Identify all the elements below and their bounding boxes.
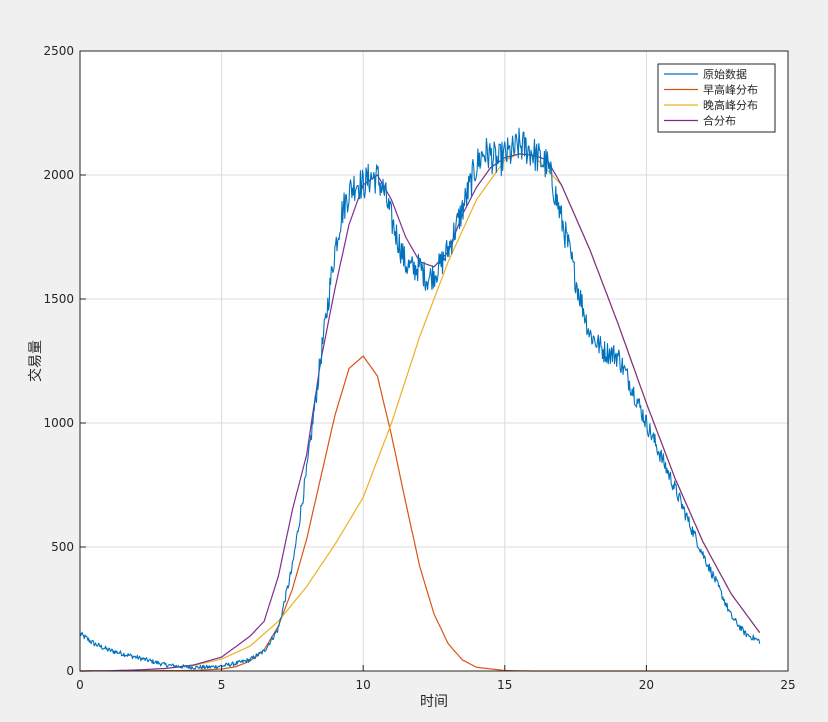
x-tick-label: 20 [639,678,654,692]
y-tick-label: 1500 [43,292,74,306]
ticks: 0 5 10 15 20 25 0 500 1000 1500 2000 2500 [43,44,795,692]
y-tick-label: 2000 [43,168,74,182]
y-axis-label: 交易量 [27,340,44,382]
legend-label: 晚高峰分布 [703,98,758,112]
series-line-0 [79,127,761,670]
x-tick-label: 0 [76,678,84,692]
axes-box [79,50,789,672]
plot-area [80,51,788,671]
y-tick-label: 2500 [43,44,74,58]
x-tick-label: 5 [218,678,226,692]
x-tick-label: 25 [780,678,795,692]
x-axis-label: 时间 [420,694,448,710]
y-tick-label: 0 [66,664,74,678]
legend-label: 合分布 [703,114,736,128]
y-tick-label: 500 [51,540,74,554]
legend-label: 早高峰分布 [703,83,758,97]
x-tick-label: 10 [356,678,371,692]
legend-label: 原始数据 [703,67,747,81]
x-tick-label: 15 [497,678,512,692]
y-tick-label: 1000 [43,416,74,430]
